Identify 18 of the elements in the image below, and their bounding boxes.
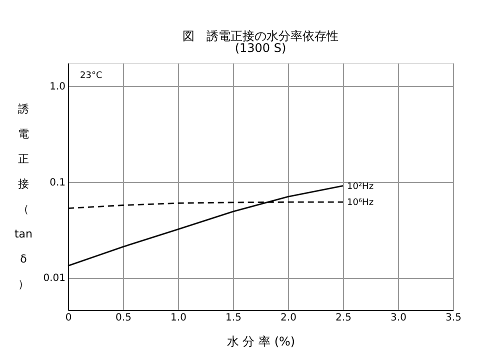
y-axis-title: 誘電正接（tanδ） [14,102,33,290]
x-tick-label: 3.5 [446,312,462,324]
x-axis-title: 水 分 率 (%) [226,334,296,348]
y-tick-label: 0.1 [50,177,66,188]
y-tick-label: 1.0 [50,82,66,93]
series-label: 10⁶Hz [347,198,374,208]
chart-title: 図 誘電正接の水分率依存性 [182,29,338,43]
x-tick-label: 0.5 [116,312,132,324]
x-tick-label: 3.0 [390,312,406,324]
y-tick-label: 0.01 [43,273,66,284]
x-tick-label: 1.0 [170,312,186,324]
series-label: 10²Hz [347,182,374,192]
x-tick-label: 0 [65,312,72,324]
annotation: 23°C [80,71,102,81]
chart-subtitle: (1300 S) [234,41,286,55]
x-tick-label: 1.5 [226,312,242,324]
x-tick-label: 2.5 [336,312,352,324]
x-tick-label: 2.0 [280,312,296,324]
